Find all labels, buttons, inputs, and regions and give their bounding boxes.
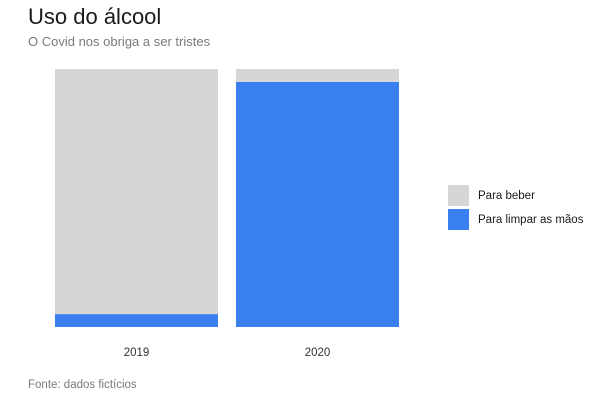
legend-label-para-limpar: Para limpar as mãos — [478, 213, 584, 226]
legend-item-para-beber: Para beber — [448, 184, 583, 207]
legend-item-para-limpar: Para limpar as mãos — [448, 208, 583, 231]
x-tick-label-2019: 2019 — [124, 347, 150, 359]
legend-label-para-beber: Para beber — [478, 189, 535, 202]
chart-title: Uso do álcool — [28, 4, 162, 29]
chart-subtitle: O Covid nos obriga a ser tristes — [28, 34, 211, 49]
x-tick-label-2020: 2020 — [305, 347, 331, 359]
bar-2020-para-beber — [236, 69, 399, 82]
legend-swatch-para-beber — [448, 185, 469, 206]
bar-2020-para-limpar-as-maos — [236, 81, 399, 328]
bar-2019-para-limpar-as-maos — [55, 314, 218, 327]
chart-caption: Fonte: dados fictícios — [28, 379, 137, 391]
legend: Para beber Para limpar as mãos — [448, 184, 583, 232]
legend-swatch-para-limpar — [448, 209, 469, 230]
bar-2019-para-beber — [55, 69, 218, 315]
